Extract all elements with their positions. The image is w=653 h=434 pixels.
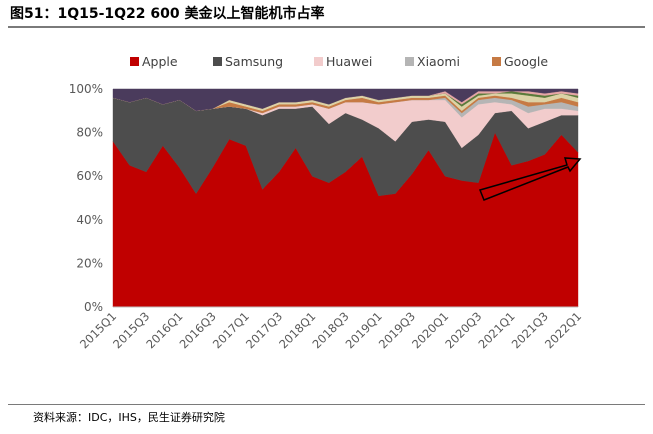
- samsung-legend-swatch: [213, 57, 222, 66]
- y-tick-label: 0%: [84, 300, 103, 314]
- huawei-legend-swatch: [314, 57, 323, 66]
- y-tick-label: 40%: [76, 213, 103, 227]
- samsung-legend-label: Samsung: [225, 54, 283, 69]
- source-note: 资料来源：IDC，IHS，民生证券研究院: [33, 411, 225, 424]
- huawei-legend-label: Huawei: [326, 54, 372, 69]
- chart-title: 图51：1Q15-1Q22 600 美金以上智能机市占率: [10, 6, 325, 22]
- title-rule: [8, 26, 645, 28]
- y-tick-label: 20%: [76, 256, 103, 270]
- y-tick-label: 100%: [69, 82, 103, 96]
- apple-legend-swatch: [130, 57, 139, 66]
- legend: Apple Samsung Huawei Xiaomi Google: [130, 54, 548, 69]
- other-8-area: [112, 88, 579, 112]
- apple-legend-label: Apple: [142, 54, 178, 69]
- xiaomi-legend-swatch: [405, 57, 414, 66]
- y-axis-ticks: 0% 20% 40% 60% 80% 100%: [69, 82, 103, 314]
- google-legend-swatch: [492, 57, 501, 66]
- trend-arrow-annotation: [478, 157, 582, 201]
- x-tick-label: 2022Q1: [542, 309, 584, 351]
- trend-arrow: [478, 157, 582, 201]
- y-tick-label: 60%: [76, 169, 103, 183]
- x-axis: 2015Q12015Q32016Q12016Q32017Q12017Q32018…: [77, 306, 584, 351]
- y-tick-label: 80%: [76, 126, 103, 140]
- google-legend-label: Google: [504, 54, 548, 69]
- stacked-areas: [112, 88, 579, 308]
- xiaomi-legend-label: Xiaomi: [417, 54, 460, 69]
- footer-rule: [8, 404, 645, 405]
